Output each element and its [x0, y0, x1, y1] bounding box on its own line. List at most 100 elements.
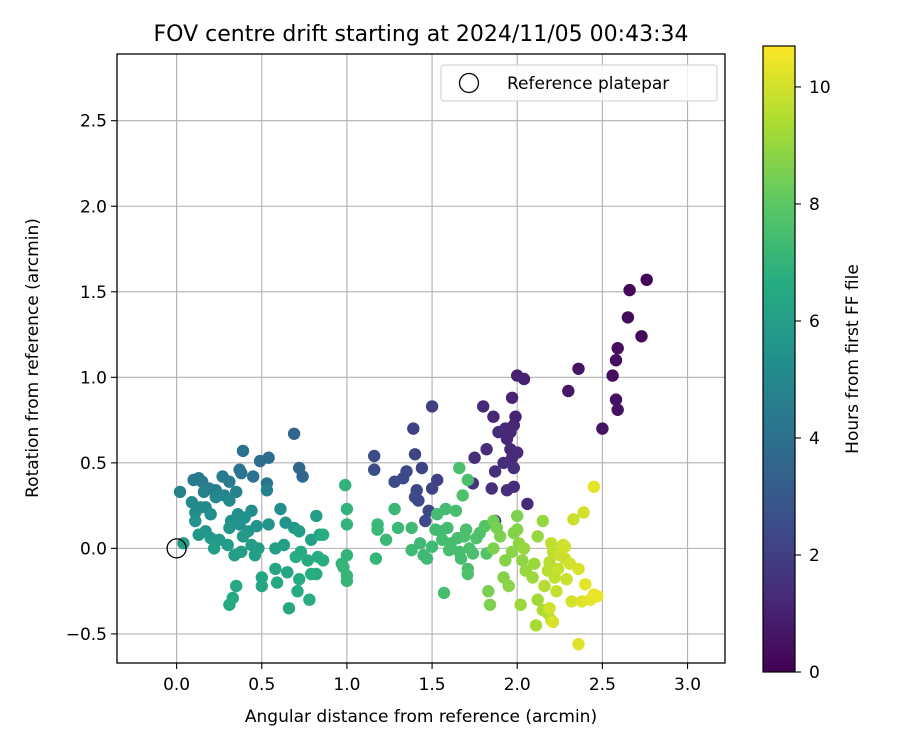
scatter-point [236, 444, 250, 458]
scatter-point [497, 456, 510, 470]
scatter-point [340, 518, 354, 531]
scatter-point [454, 552, 468, 565]
y-tick-label: 1.0 [80, 368, 107, 388]
scatter-point [405, 521, 418, 535]
scatter-point [449, 504, 463, 517]
scatter-point [551, 562, 565, 576]
scatter-point [407, 422, 420, 435]
scatter-point [228, 549, 241, 562]
scatter-point [209, 490, 222, 504]
scatter-point [368, 463, 381, 476]
scatter-point [287, 427, 301, 440]
scatter-point [274, 502, 287, 516]
scatter-point [189, 506, 202, 519]
scatter-point [253, 454, 267, 468]
reference-platepar-marker [166, 538, 187, 559]
scatter-point [301, 554, 314, 567]
scatter-point [262, 518, 275, 531]
scatter-point [517, 542, 531, 555]
scatter-point [425, 540, 439, 553]
colorbar-tick-label: 10 [809, 78, 831, 98]
scatter-point [419, 514, 432, 528]
scatter-point [640, 273, 653, 286]
scatter-point [511, 523, 524, 536]
scatter-point [255, 571, 268, 584]
scatter-point [413, 537, 427, 550]
colorbar-gradient [763, 46, 795, 672]
scatter-point [282, 602, 296, 615]
y-tick-label: 0.0 [80, 539, 107, 559]
y-tick-label: 1.5 [80, 283, 107, 303]
scatter-point [236, 530, 250, 543]
scatter-point [456, 489, 469, 502]
scatter-point [204, 531, 217, 545]
scatter-point [270, 576, 284, 589]
scatter-point [621, 311, 635, 324]
scatter-point [388, 475, 401, 488]
scatter-point [310, 567, 323, 581]
scatter-point [310, 509, 323, 523]
scatter-point [562, 384, 575, 398]
scatter-point [488, 465, 502, 478]
x-tick-label: 1.5 [419, 675, 446, 695]
scatter-point [565, 595, 578, 608]
scatter-point [572, 638, 585, 651]
x-tick-label: 0.0 [163, 675, 190, 695]
scatter-point [369, 552, 383, 565]
y-tick-label: −0.5 [66, 625, 107, 645]
scatter-point [230, 485, 243, 499]
scatter-point [546, 615, 560, 629]
scatter-point [368, 449, 381, 463]
y-tick-label: 0.5 [80, 454, 107, 474]
scatter-point [207, 542, 221, 555]
legend-label-reference: Reference platepar [507, 74, 669, 94]
scatter-point [517, 372, 531, 386]
scatter-point [543, 555, 556, 569]
chart-title: FOV centre drift starting at 2024/11/05 … [154, 22, 689, 47]
scatter-point [502, 579, 515, 593]
scatter-point [494, 530, 507, 543]
scatter-point [500, 484, 514, 497]
scatter-point [269, 562, 282, 576]
scatter-point [485, 482, 498, 495]
scatter-point [611, 403, 624, 416]
scatter-point [437, 586, 451, 600]
scatter-point [505, 545, 519, 558]
legend: Reference platepar [440, 64, 718, 102]
scatter-point [482, 585, 495, 598]
scatter-point [514, 598, 527, 611]
scatter-point [388, 502, 401, 516]
x-tick-label: 0.5 [248, 675, 275, 695]
scatter-point [223, 494, 236, 507]
scatter-point [248, 549, 262, 562]
plot-area-frame [116, 53, 726, 664]
scatter-point [293, 525, 306, 538]
x-tick-label: 2.0 [504, 675, 531, 695]
scatter-point [316, 528, 330, 541]
scatter-point [516, 554, 529, 567]
colorbar-tick-label: 4 [809, 429, 820, 449]
scatter-point [247, 470, 260, 483]
scatter-point [441, 521, 454, 535]
colorbar-tick-label: 0 [809, 663, 820, 683]
scatter-point [293, 573, 306, 586]
scatter-point [204, 508, 217, 521]
scatter-point [408, 448, 422, 461]
colorbar-tick-label: 6 [809, 312, 820, 332]
grid-lines [117, 54, 725, 663]
legend-box [440, 64, 718, 102]
scatter-point [230, 579, 243, 593]
scatter-point [461, 567, 474, 581]
scatter-point [277, 538, 291, 552]
scatter-point [606, 369, 619, 382]
scatter-point [521, 497, 534, 511]
scatter-point [439, 502, 452, 516]
scatter-point [233, 518, 246, 531]
scatter-point [531, 593, 544, 606]
scatter-point [526, 571, 539, 584]
scatter-point [371, 523, 384, 536]
scatter-point [453, 461, 466, 475]
scatter-point [235, 466, 248, 480]
x-axis-label: Angular distance from reference (arcmin) [245, 707, 597, 727]
scatter-point [340, 502, 354, 516]
